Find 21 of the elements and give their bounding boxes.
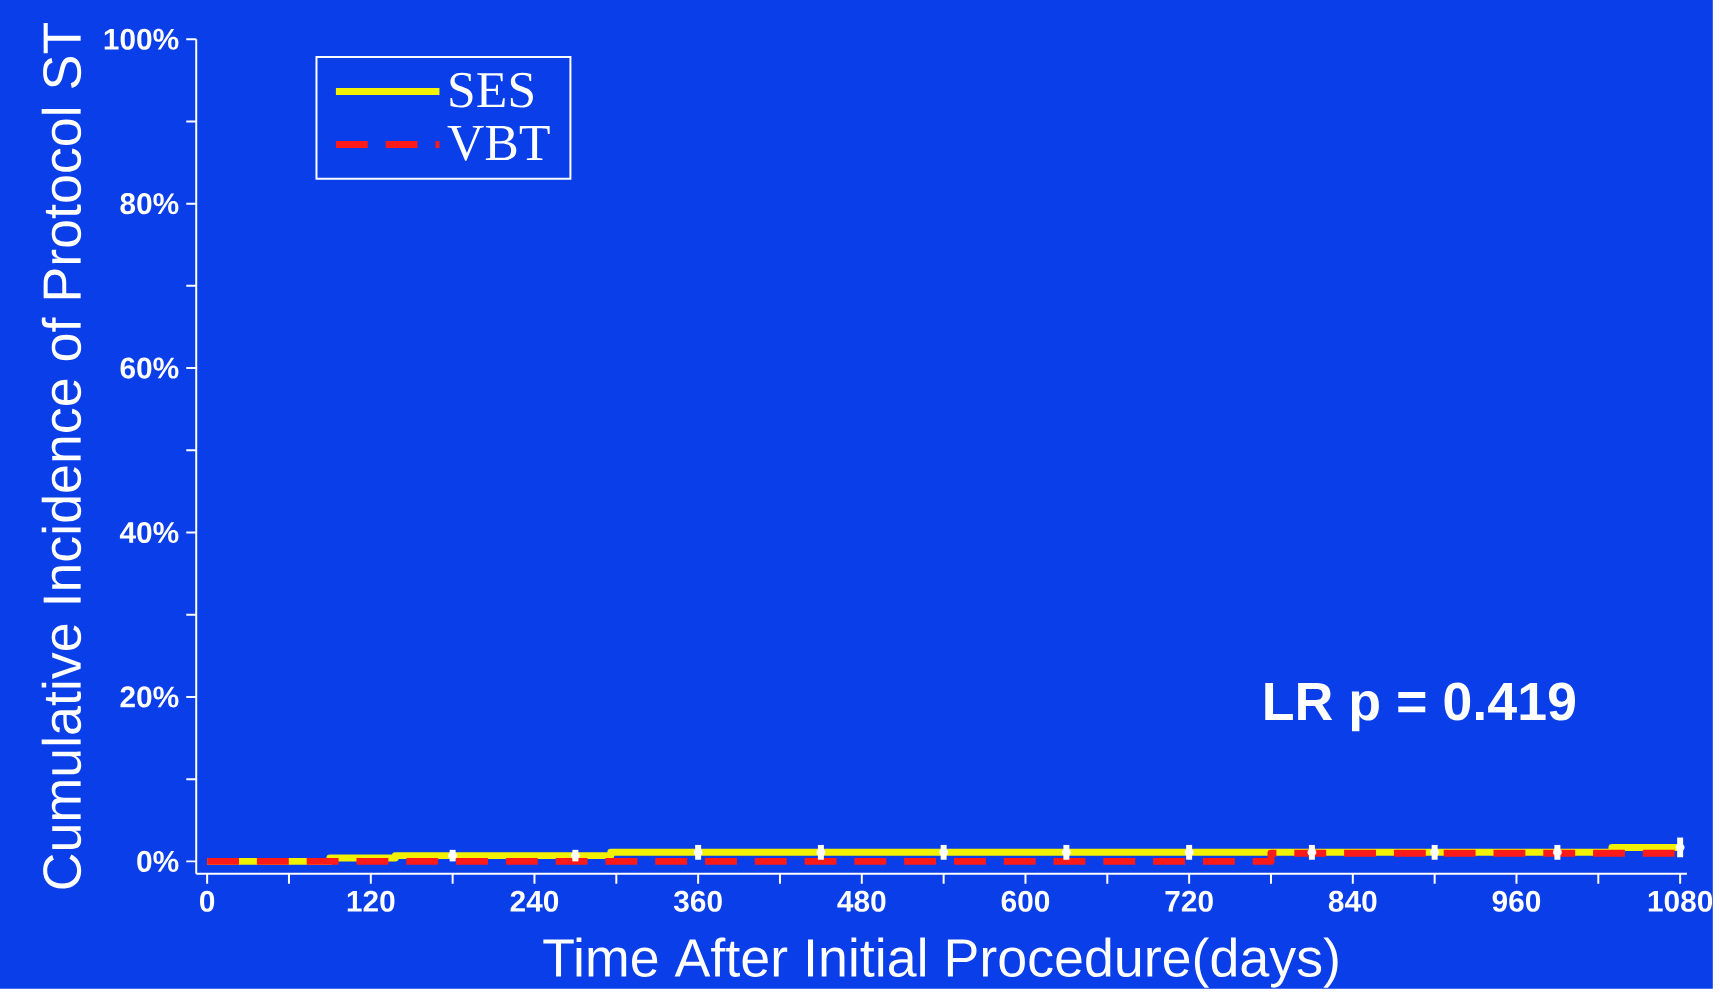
y-tick-label: 40% bbox=[119, 521, 179, 543]
x-tick-label: 0 bbox=[200, 890, 215, 912]
legend-label: SES bbox=[450, 72, 533, 108]
x-tick-label: 480 bbox=[837, 890, 886, 912]
y-axis-title: Cumulative Incidence of Protocol ST bbox=[41, 22, 82, 889]
x-tick-label: 840 bbox=[1328, 890, 1377, 912]
y-tick-label: 100% bbox=[104, 28, 179, 50]
x-tick-label: 240 bbox=[510, 890, 559, 912]
y-tick-label: 60% bbox=[120, 357, 179, 379]
y-tick-label: 0% bbox=[137, 850, 179, 872]
x-tick-label: 960 bbox=[1492, 890, 1541, 912]
y-tick-label: 80% bbox=[120, 192, 179, 215]
x-tick-label: 120 bbox=[347, 890, 395, 912]
x-axis-title: Time After Initial Procedure(days) bbox=[543, 937, 1338, 988]
annotation: LR p = 0.419 bbox=[1265, 682, 1575, 732]
x-tick-label: 1080 bbox=[1648, 890, 1713, 912]
x-tick-label: 600 bbox=[1001, 890, 1050, 912]
y-tick-label: 20% bbox=[120, 686, 179, 708]
x-tick-label: 360 bbox=[673, 890, 722, 912]
x-tick-label: 720 bbox=[1165, 890, 1213, 912]
legend-label: VBT bbox=[447, 125, 550, 161]
